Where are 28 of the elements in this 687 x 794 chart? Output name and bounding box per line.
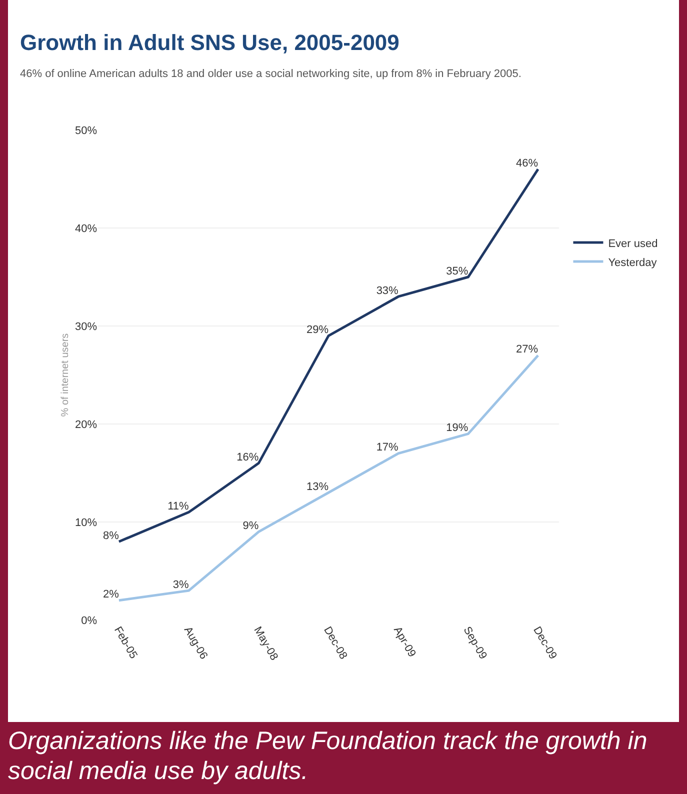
data-label: 29% bbox=[306, 324, 329, 336]
y-tick-label: 30% bbox=[74, 320, 98, 333]
y-tick-label: 50% bbox=[74, 124, 98, 137]
y-tick-label: 0% bbox=[81, 614, 98, 627]
text: Organizations like the Pew Foundation track the growth in social media use by adults. bbox=[8, 726, 648, 786]
data-label: 2% bbox=[103, 588, 120, 601]
data-label: 27% bbox=[516, 344, 538, 356]
chart-subtitle: 46% of online American adults 18 and older use a social networking site, up from 8% in February 2005. bbox=[20, 68, 522, 80]
data-label: 9% bbox=[242, 520, 259, 532]
data-label: 8% bbox=[103, 530, 120, 542]
chart-title: Growth in Adult SNS Use, 2005-2009 bbox=[20, 30, 400, 56]
data-label: 33% bbox=[376, 284, 399, 297]
line-series bbox=[118, 354, 540, 602]
legend-label: Ever used bbox=[608, 238, 658, 250]
data-label: 3% bbox=[172, 578, 190, 591]
y-tick-label: 20% bbox=[74, 418, 98, 431]
data-label: 13% bbox=[306, 480, 329, 493]
data-label: 35% bbox=[446, 265, 468, 278]
data-label: 46% bbox=[516, 157, 538, 170]
data-label: 16% bbox=[236, 451, 259, 464]
legend-label: Yesterday bbox=[608, 256, 658, 269]
data-label: 17% bbox=[376, 442, 399, 454]
line-series bbox=[118, 168, 540, 543]
y-tick-label: 40% bbox=[74, 222, 98, 235]
y-axis-title: % of internet users bbox=[60, 333, 71, 417]
data-label: 11% bbox=[168, 500, 190, 512]
y-tick-label: 10% bbox=[74, 516, 98, 529]
data-label: 19% bbox=[446, 422, 468, 434]
